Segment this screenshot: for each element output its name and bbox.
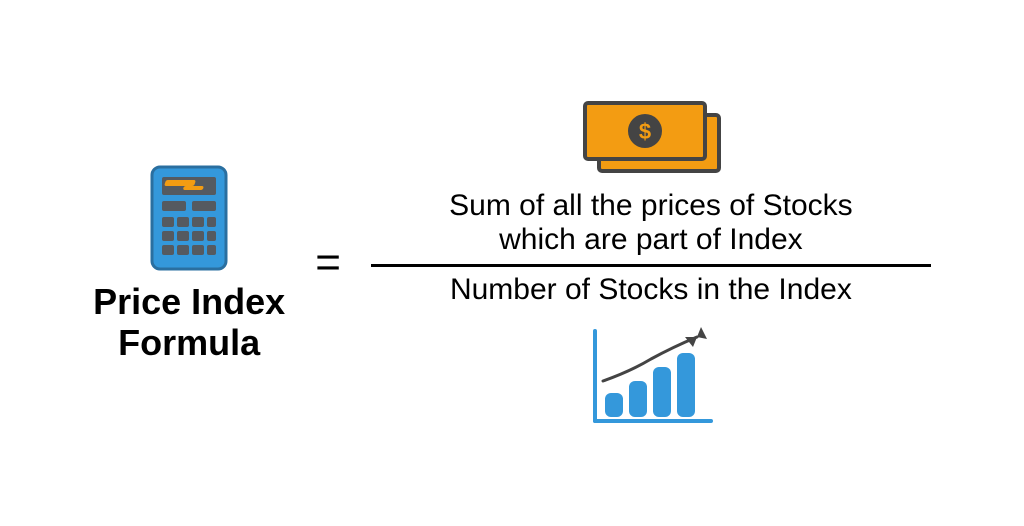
title-line-1: Price Index xyxy=(93,281,285,322)
formula-left: Price Index Formula xyxy=(93,163,285,364)
fraction-bar xyxy=(371,264,931,267)
money-stack-icon: $ xyxy=(571,93,731,183)
formula-title: Price Index Formula xyxy=(93,281,285,364)
formula-right: $ Sum of all the prices of Stocks which … xyxy=(371,93,931,434)
formula-container: Price Index Formula = $ Sum of all the p… xyxy=(93,93,931,434)
denominator: Number of Stocks in the Index xyxy=(450,273,852,308)
bar-chart-arrow-icon xyxy=(581,323,721,433)
numerator-line-2: which are part of Index xyxy=(499,223,803,256)
numerator: Sum of all the prices of Stocks which ar… xyxy=(449,189,853,258)
svg-text:$: $ xyxy=(639,119,651,144)
equals-sign: = xyxy=(315,238,341,288)
title-line-2: Formula xyxy=(118,322,260,363)
numerator-line-1: Sum of all the prices of Stocks xyxy=(449,189,853,222)
calculator-icon xyxy=(144,163,234,273)
